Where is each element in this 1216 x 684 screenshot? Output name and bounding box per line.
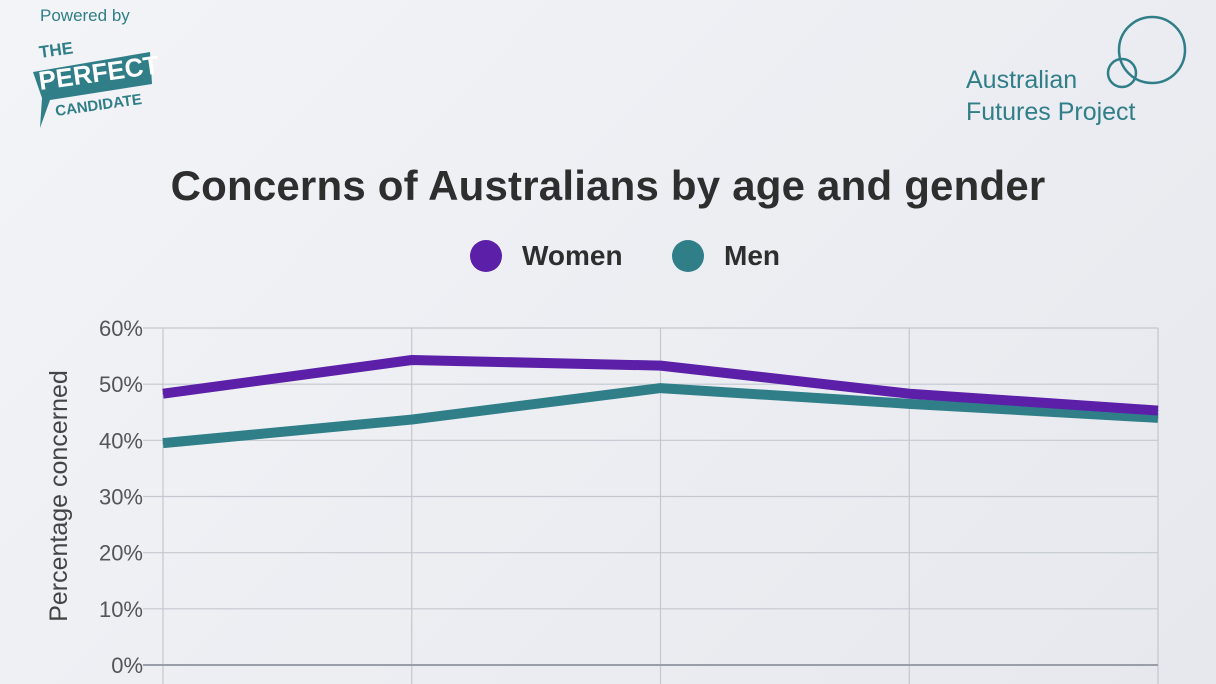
data-point-women [1157, 410, 1159, 412]
legend-label-women: Women [522, 240, 623, 271]
data-point-men [411, 419, 413, 421]
legend-label-men: Men [724, 240, 780, 271]
tpc-logo-banner [33, 52, 152, 128]
afp-logo-text: Australian Futures Project [966, 64, 1136, 128]
tpc-logo-line1: THE [38, 40, 74, 62]
data-point-men [1157, 417, 1159, 419]
data-point-women [660, 365, 661, 367]
chart-title: Concerns of Australians by age and gende… [170, 162, 1046, 209]
australian-futures-project-logo [1106, 15, 1187, 89]
y-tick-label: 0% [111, 653, 143, 678]
data-point-men [660, 387, 661, 389]
y-tick-label: 30% [99, 485, 143, 510]
the-perfect-candidate-logo: THE PERFECT CANDIDATE [33, 40, 160, 128]
legend-swatch-men [672, 240, 704, 272]
y-tick-label: 20% [99, 541, 143, 566]
powered-by-label: Powered by [40, 6, 130, 25]
afp-logo-line2: Futures Project [966, 98, 1136, 126]
y-tick-label: 50% [99, 372, 143, 397]
legend-item-women: Women [470, 236, 623, 276]
y-tick-label: 40% [99, 428, 143, 453]
line-chart: 0% 10% 20% 30% 40% 50% 60% Percentage concerned [45, 316, 1159, 684]
y-tick-label: 60% [99, 316, 143, 341]
y-axis-label: Percentage concerned [45, 370, 73, 622]
legend-item-men: Men [672, 236, 780, 276]
data-point-women [411, 359, 413, 361]
data-point-men [162, 442, 164, 444]
data-point-women [162, 393, 164, 395]
y-tick-label: 10% [99, 597, 143, 622]
data-point-men [908, 403, 910, 405]
data-point-women [908, 393, 910, 395]
legend-swatch-women [470, 240, 502, 272]
afp-logo-line1: Australian [966, 66, 1078, 94]
